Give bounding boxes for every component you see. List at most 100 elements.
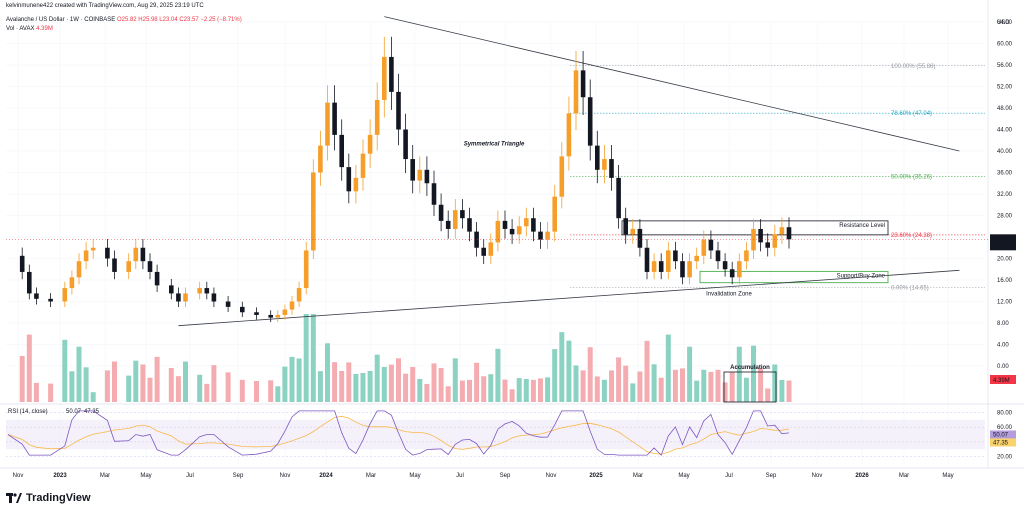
rsi-ma-tag-value: 47.35 (993, 440, 1009, 446)
volume-bars (19, 314, 792, 402)
symbol-name: Avalanche / US Dollar · 1W · COINBASE (6, 17, 116, 23)
volume-bar (90, 392, 96, 402)
time-tick-label: Mar (633, 473, 643, 479)
candle-down (403, 129, 408, 160)
volume-bar (587, 347, 593, 402)
volume-bar (168, 368, 174, 402)
price-tick-label: 64.00 (997, 20, 1013, 26)
volume-bar (147, 377, 153, 402)
volume-bar (743, 377, 749, 402)
volume-bar (396, 358, 401, 402)
volume-bar (104, 370, 110, 402)
volume-bar (175, 376, 181, 402)
volume-bar (552, 349, 558, 402)
candle-down (431, 183, 437, 205)
volume-bar (33, 382, 39, 402)
volume-bar (282, 366, 288, 402)
candle-down (722, 261, 728, 270)
price-tick-label: 0.00 (997, 364, 1009, 370)
candle-down (708, 239, 714, 251)
candle-up (382, 56, 387, 100)
candle-down (339, 134, 344, 168)
price-tick-label: 8.00 (997, 321, 1009, 327)
volume-bar (332, 362, 338, 402)
volume-bar (509, 389, 515, 402)
volume-bar (651, 364, 657, 402)
candle-up (701, 239, 707, 256)
candle-up (197, 288, 202, 294)
candle-down (509, 228, 515, 235)
volume-bar (445, 386, 451, 402)
fib-label: 50.00% (35.26) (891, 174, 932, 180)
candle-down (34, 293, 39, 299)
time-tick-label: Jul (186, 473, 194, 479)
candle-down (240, 306, 245, 313)
time-tick-label: 2025 (589, 473, 603, 479)
volume-bar (701, 369, 707, 402)
volume-bar (424, 383, 430, 402)
candle-down (169, 285, 174, 294)
volume-bar (786, 380, 792, 402)
time-tick-label: Jul (456, 473, 464, 479)
volume-bar (275, 386, 281, 402)
volume-bar (502, 379, 508, 402)
volume-bar (616, 357, 622, 402)
volume-bar (772, 364, 778, 402)
candle-down (765, 242, 770, 248)
header-symbol-line: Avalanche / US Dollar · 1W · COINBASE O2… (6, 17, 242, 24)
volume-bar (367, 370, 373, 402)
candle-down (587, 97, 593, 146)
header-credit: kelvinmunene422 created with TradingView… (6, 3, 204, 9)
rsi-ma-line (7, 415, 790, 455)
trendlines (178, 16, 960, 327)
candle-up (275, 314, 281, 318)
candle-down (729, 269, 735, 278)
volume-bar (751, 345, 756, 402)
volume-bar (452, 358, 458, 402)
time-tick-label: Nov (280, 473, 291, 479)
volume-bar (481, 376, 487, 402)
volume-bar (62, 339, 68, 402)
candle-down (254, 312, 259, 315)
candle-up (651, 261, 657, 272)
candle-up (545, 231, 550, 240)
rsi-tag-value: 50.07 (993, 432, 1009, 438)
volume-bar (630, 383, 636, 402)
price-tick-label: 16.00 (997, 278, 1013, 284)
volume-bar (758, 368, 764, 402)
candle-up (62, 288, 68, 302)
candle-up (296, 288, 302, 302)
volume-bar (48, 383, 54, 402)
rsi-ma-tag (990, 438, 1016, 447)
volume-bar (431, 363, 437, 402)
candle-down (147, 261, 153, 272)
triangle-label: Symmetrical Triangle (464, 142, 525, 148)
volume-bar (580, 370, 586, 402)
volume-bar (566, 340, 572, 402)
price-tick-label: 60.00 (997, 42, 1013, 48)
volume-bar (488, 374, 494, 402)
volume-bar (609, 370, 614, 402)
candle-up (133, 247, 139, 262)
time-tick-label: Mar (366, 473, 376, 479)
volume-bar (601, 379, 607, 402)
price-tick-label: 44.00 (997, 128, 1013, 134)
candles (19, 36, 792, 323)
price-tick-label: 28.00 (997, 214, 1013, 220)
volume-bar (239, 379, 245, 402)
candle-up (751, 228, 756, 251)
volume-bar (594, 376, 600, 402)
volume-bar (204, 383, 210, 402)
price-tick-label: 20.00 (997, 257, 1013, 263)
candle-down (637, 228, 643, 248)
fib-label: 0.00% (14.65) (891, 285, 929, 291)
volume-bar (69, 371, 75, 402)
volume-bar (403, 373, 409, 402)
volume-value: 4.39M (36, 26, 53, 32)
time-tick-label: Mar (899, 473, 909, 479)
volume-bar (559, 332, 565, 402)
candle-up (602, 159, 607, 170)
candle-down (502, 220, 508, 229)
